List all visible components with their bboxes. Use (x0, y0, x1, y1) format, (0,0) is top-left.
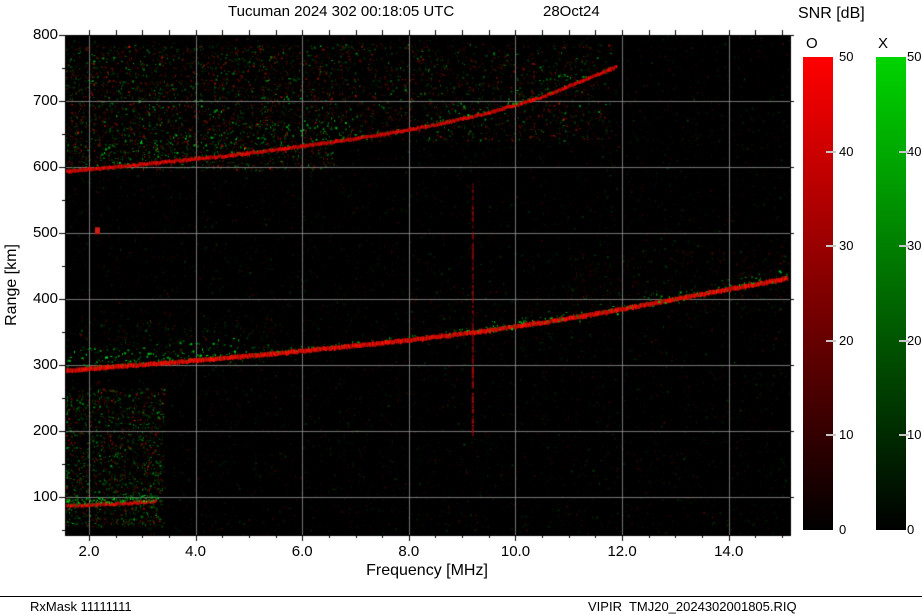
x-colorbar-tick-label: 40 (907, 143, 922, 159)
x-axis-label: Frequency [MHz] (366, 562, 488, 579)
colorbar-title: SNR [dB] (798, 5, 865, 22)
data-file-label: VIPIR TMJ20_2024302001805.RIQ (588, 599, 797, 614)
x-colorbar-tick-label: 20 (907, 332, 922, 348)
o-colorbar-tick-label: 0 (839, 522, 847, 537)
x-colorbar-tick-label: 30 (907, 238, 922, 254)
x-tick-label: 10.0 (500, 543, 531, 560)
o-colorbar-tick-label: 10 (839, 427, 854, 443)
y-tick-label: 700 (32, 91, 58, 109)
x-colorbar-tick-mark (899, 245, 909, 248)
x-colorbar-tick-mark (899, 434, 909, 437)
x-tick-label: 6.0 (291, 543, 313, 560)
plot-title: Tucuman 2024 302 00:18:05 UTC (228, 3, 455, 20)
y-tick-label: 200 (32, 421, 58, 439)
colorbar-o-mode-label: O (806, 35, 818, 52)
y-axis-label: Range [km] (3, 244, 20, 326)
x-colorbar-tick-label: 50 (907, 49, 922, 64)
o-colorbar-tick-mark (826, 150, 836, 153)
y-tick-label: 600 (32, 157, 58, 175)
x-colorbar-tick-mark (899, 339, 909, 342)
o-colorbar-tick-label: 30 (839, 238, 854, 254)
o-colorbar-tick-mark (826, 434, 836, 437)
x-tick-label: 12.0 (607, 543, 637, 560)
o-colorbar-tick-mark (826, 339, 836, 342)
y-tick-label: 100 (32, 487, 58, 505)
o-colorbar-tick-label: 20 (839, 332, 854, 348)
plot-date: 28Oct24 (543, 3, 600, 20)
o-colorbar-tick-label: 50 (839, 49, 854, 64)
x-colorbar-tick-label: 0 (907, 522, 915, 537)
y-tick-label: 400 (32, 289, 58, 307)
o-mode-colorbar (803, 57, 833, 530)
x-tick-label: 2.0 (78, 543, 100, 560)
y-tick-label: 800 (32, 26, 58, 43)
y-tick-label: 500 (32, 223, 58, 241)
x-mode-colorbar (876, 57, 906, 530)
x-colorbar-tick-mark (899, 150, 909, 153)
o-colorbar-tick-mark (826, 245, 836, 248)
x-tick-label: 14.0 (714, 543, 744, 560)
rx-mask-label: RxMask 11111111 (30, 599, 132, 614)
y-tick-label: 300 (32, 355, 58, 373)
x-tick-label: 4.0 (185, 543, 207, 560)
x-tick-label: 8.0 (398, 543, 420, 560)
footer-divider (0, 596, 922, 597)
o-colorbar-tick-label: 40 (839, 143, 854, 159)
colorbar-x-mode-label: X (878, 35, 889, 52)
x-colorbar-tick-label: 10 (907, 427, 922, 443)
